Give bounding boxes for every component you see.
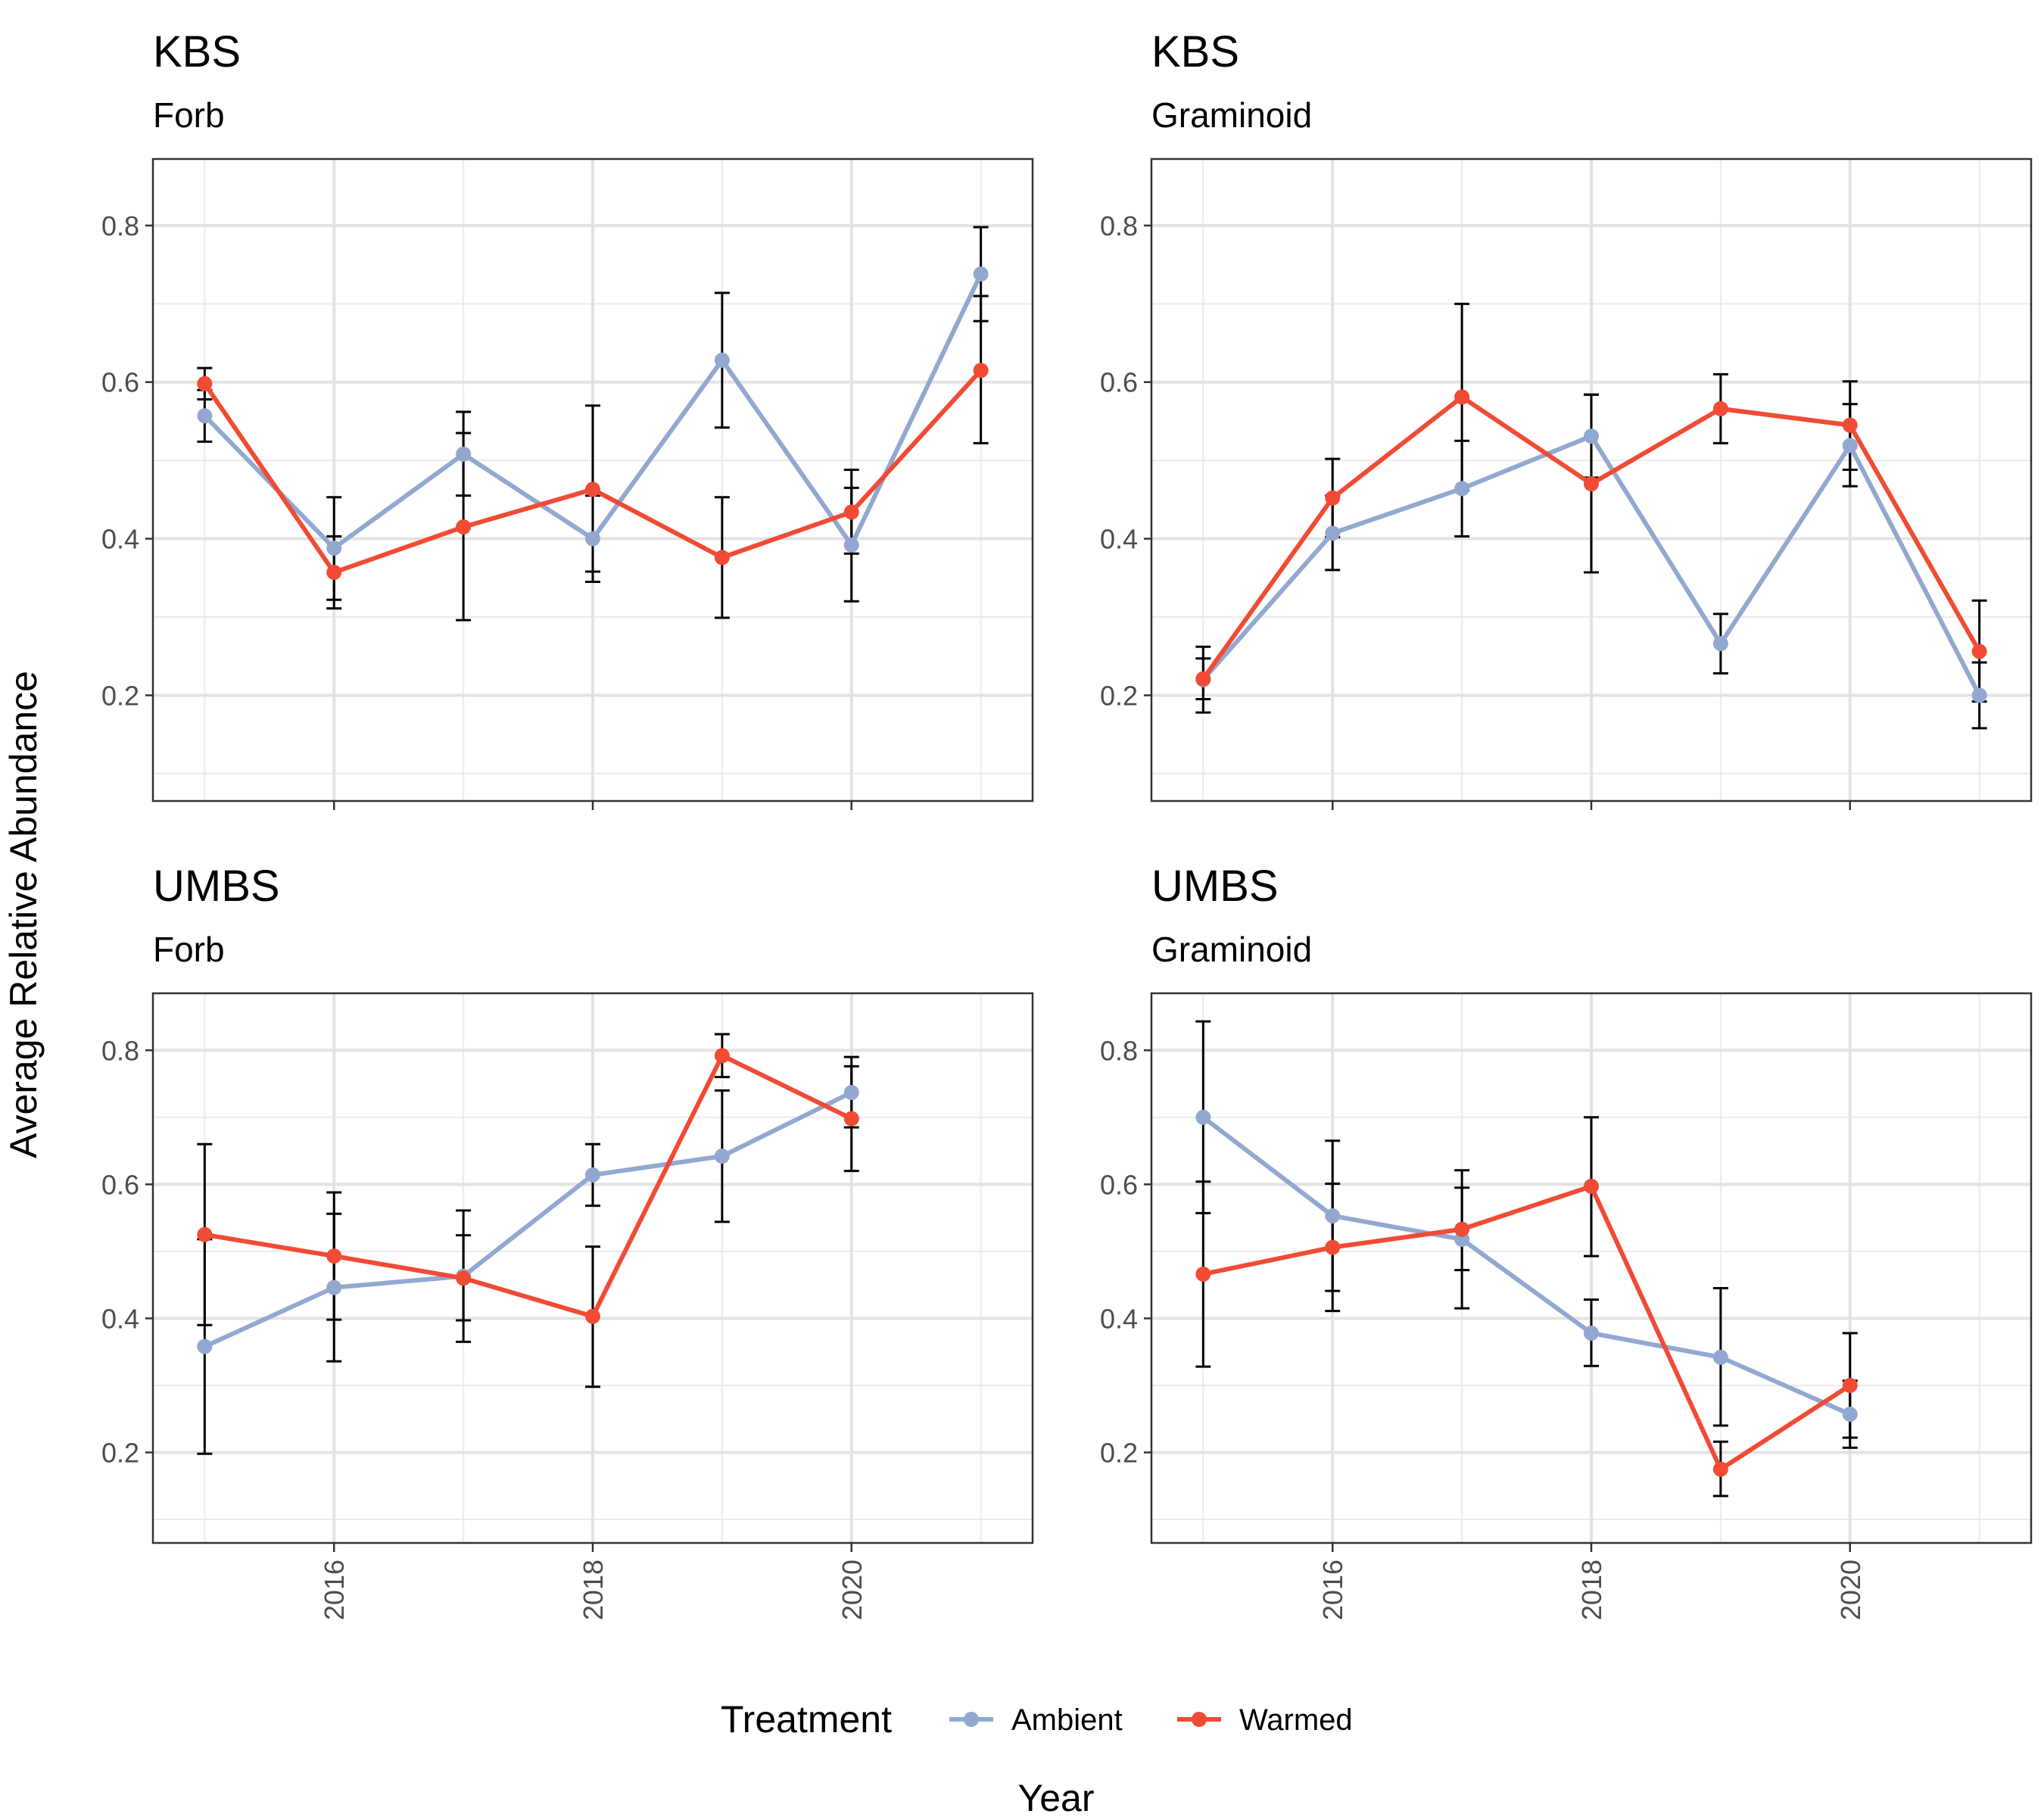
y-tick-label: 0.2	[1100, 1437, 1138, 1468]
data-point-warmed	[1971, 644, 1987, 659]
data-point-ambient	[973, 266, 989, 282]
data-point-warmed	[1195, 1266, 1211, 1282]
data-point-ambient	[1195, 1109, 1211, 1125]
y-tick-label: 0.8	[101, 1035, 139, 1066]
data-point-warmed	[456, 519, 472, 535]
panel-title: KBS	[153, 27, 241, 76]
data-point-ambient	[1842, 1407, 1858, 1423]
y-tick-label: 0.6	[101, 367, 139, 398]
series-line-warmed	[204, 1053, 853, 1319]
panel-title: UMBS	[153, 862, 280, 911]
legend: Treatment Ambient Warmed	[721, 1698, 1353, 1741]
panel-subtitle: Graminoid	[1151, 95, 1312, 135]
data-point-warmed	[1325, 490, 1341, 506]
data-point-ambient	[714, 352, 730, 368]
y-tick-label: 0.2	[101, 680, 139, 711]
y-tick-label: 0.2	[101, 1437, 139, 1468]
panel-subtitle: Graminoid	[1151, 930, 1312, 969]
data-point-warmed	[1712, 400, 1728, 416]
panel-subtitle: Forb	[153, 930, 225, 969]
y-tick-label: 0.6	[1100, 1169, 1138, 1200]
panel-subtitle: Forb	[153, 95, 225, 135]
legend-entry-warmed: Warmed	[1177, 1703, 1353, 1737]
panel-4: UMBS Graminoid 0.2 0.4 0.6 0.8 2016 2018 2020	[1100, 862, 2033, 1620]
y-tick-label: 0.6	[1100, 367, 1138, 398]
x-tick-label: 2016	[1317, 1560, 1348, 1620]
y-tick-label: 0.2	[1100, 680, 1138, 711]
panel-1: KBS Forb 0.2 0.4 0.6 0.8	[101, 27, 1034, 810]
data-point-warmed	[843, 504, 859, 520]
panel-title: UMBS	[1151, 862, 1279, 911]
data-point-warmed	[326, 1248, 342, 1264]
x-tick-label: 2018	[1576, 1560, 1607, 1620]
data-point-warmed	[1195, 671, 1211, 687]
y-tick-label: 0.8	[1100, 210, 1138, 242]
data-point-ambient	[1712, 636, 1728, 652]
data-point-ambient	[326, 540, 342, 556]
x-tick-label: 2020	[837, 1560, 868, 1620]
data-point-warmed	[197, 1226, 213, 1242]
x-tick-label: 2016	[319, 1560, 350, 1620]
y-tick-label: 0.8	[101, 210, 139, 242]
data-point-warmed	[1584, 1178, 1599, 1194]
data-point-warmed	[714, 1048, 730, 1064]
data-point-warmed	[197, 376, 213, 391]
data-point-ambient	[326, 1279, 342, 1295]
series-line-ambient	[204, 1090, 853, 1349]
data-point-ambient	[843, 1085, 859, 1101]
data-point-ambient	[197, 408, 213, 424]
y-tick-label: 0.8	[1100, 1035, 1138, 1066]
data-point-ambient	[1325, 525, 1341, 541]
legend-entry-ambient: Ambient	[949, 1703, 1123, 1737]
series-line-ambient	[1201, 1115, 1851, 1417]
legend-title: Treatment	[721, 1698, 892, 1741]
chart-panels: KBS Forb 0.2 0.4 0.6 0.8 KBS Graminoid 0.2 0.4 0.6…	[101, 27, 2033, 1620]
data-point-warmed	[1454, 1221, 1470, 1237]
data-point-warmed	[843, 1111, 859, 1127]
panel-title: KBS	[1151, 27, 1239, 76]
data-point-warmed	[714, 550, 730, 566]
data-point-warmed	[973, 363, 989, 379]
data-point-ambient	[1325, 1208, 1341, 1223]
data-point-warmed	[456, 1270, 472, 1286]
x-axis-title: Year	[1017, 1777, 1094, 1817]
data-point-warmed	[1454, 389, 1470, 405]
data-point-warmed	[585, 1308, 600, 1324]
x-tick-label: 2018	[578, 1560, 609, 1620]
data-point-warmed	[326, 565, 342, 581]
data-point-ambient	[714, 1148, 730, 1164]
data-point-ambient	[1454, 481, 1470, 497]
y-tick-label: 0.6	[101, 1169, 139, 1200]
data-point-warmed	[1842, 417, 1858, 433]
y-axis-title: Average Relative Abundance	[2, 671, 45, 1158]
legend-key-point	[1192, 1712, 1207, 1727]
data-point-warmed	[1325, 1239, 1341, 1255]
data-point-ambient	[1584, 429, 1599, 444]
x-tick-label: 2020	[1835, 1560, 1866, 1620]
data-point-ambient	[1584, 1325, 1599, 1341]
panel-2: KBS Graminoid 0.2 0.4 0.6 0.8	[1100, 27, 2033, 810]
y-tick-label: 0.4	[1100, 1303, 1138, 1334]
legend-label: Warmed	[1239, 1703, 1353, 1737]
y-tick-label: 0.4	[1100, 524, 1138, 555]
data-point-ambient	[456, 446, 472, 462]
panel-3: UMBS Forb 0.2 0.4 0.6 0.8 2016 2018 2020	[101, 862, 1034, 1620]
y-tick-label: 0.4	[101, 1303, 139, 1334]
data-point-ambient	[585, 531, 600, 547]
data-point-warmed	[585, 482, 600, 497]
data-point-warmed	[1712, 1461, 1728, 1477]
data-point-ambient	[843, 537, 859, 553]
data-point-ambient	[585, 1167, 600, 1183]
data-point-ambient	[197, 1339, 213, 1354]
data-point-ambient	[1842, 438, 1858, 453]
data-point-ambient	[1712, 1349, 1728, 1365]
data-point-ambient	[1971, 687, 1987, 703]
legend-label: Ambient	[1011, 1703, 1123, 1737]
legend-key-point	[964, 1712, 979, 1727]
data-point-warmed	[1842, 1377, 1858, 1393]
data-point-warmed	[1584, 476, 1599, 492]
y-tick-label: 0.4	[101, 524, 139, 555]
series-line-warmed	[1202, 1183, 1852, 1472]
